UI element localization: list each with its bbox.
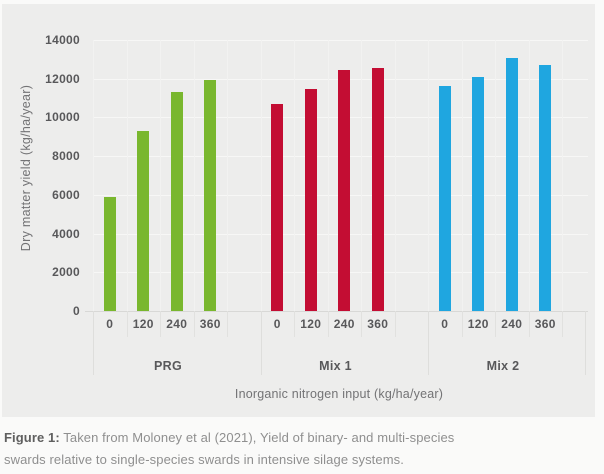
x-tick-label: 240: [333, 317, 355, 331]
y-tick-label: 8000: [52, 149, 80, 164]
v-gridline: [428, 40, 429, 311]
v-gridline: [93, 40, 94, 311]
v-gridline: [394, 40, 396, 311]
v-gridline: [227, 40, 228, 311]
y-tick-label: 14000: [45, 33, 80, 47]
bar-mix1-0: [271, 103, 284, 311]
group-label-mix2: Mix 2: [486, 359, 520, 373]
v-gridline: [461, 40, 463, 311]
bar-mix2-360: [539, 65, 552, 311]
v-gridline: [528, 40, 530, 311]
group-separator: [93, 311, 94, 375]
v-gridline: [260, 40, 262, 311]
y-tick-label: 6000: [52, 187, 80, 202]
v-gridline: [361, 40, 362, 311]
x-tick-label: 360: [534, 317, 556, 331]
y-tick-label: 2000: [52, 265, 80, 280]
x-tick-label: 120: [467, 317, 489, 331]
bar-mix2-0: [438, 86, 451, 311]
category-separator: [461, 311, 463, 337]
category-separator: [562, 311, 563, 337]
category-separator: [528, 311, 530, 337]
x-tick-label: 360: [199, 317, 221, 331]
v-gridline: [126, 40, 128, 311]
x-tick-label: 240: [501, 317, 523, 331]
group-label-mix1: Mix 1: [319, 359, 352, 373]
category-separator: [126, 311, 128, 337]
category-separator: [294, 311, 295, 337]
group-separator: [260, 311, 262, 375]
v-gridline: [294, 40, 295, 311]
group-label-prg: PRG: [154, 359, 182, 373]
y-tick-label: 10000: [45, 110, 80, 125]
bar-mix2-240: [505, 58, 518, 311]
group-separator: [585, 311, 586, 375]
x-axis-title: Inorganic nitrogen input (kg/ha/year): [234, 387, 444, 401]
bar-mix2-120: [472, 76, 485, 311]
x-tick-label: 120: [132, 317, 154, 331]
x-tick-label: 240: [166, 317, 188, 331]
x-tick-label: 0: [273, 317, 281, 331]
figure-caption-line1: Taken from Moloney et al (2021), Yield o…: [59, 430, 455, 445]
y-tick-label: 4000: [52, 226, 80, 241]
category-separator: [327, 311, 329, 337]
category-separator: [160, 311, 161, 337]
bar-prg-240: [170, 92, 183, 311]
bar-prg-120: [137, 130, 150, 311]
v-gridline: [193, 40, 195, 311]
x-tick-label: 0: [441, 317, 449, 331]
category-separator: [495, 311, 496, 337]
v-gridline: [495, 40, 496, 311]
bar-mix1-120: [304, 89, 317, 311]
figure-caption-line2: swards relative to single-species swards…: [4, 452, 404, 467]
category-separator: [227, 311, 228, 337]
bar-mix1-360: [371, 68, 384, 311]
y-tick-label: 12000: [45, 71, 80, 86]
x-tick-label: 0: [106, 317, 114, 331]
y-tick-label: 0: [73, 304, 80, 318]
x-tick-label: 120: [300, 317, 322, 331]
y-gridline: [93, 40, 588, 41]
category-separator: [361, 311, 362, 337]
bar-mix1-240: [338, 70, 351, 311]
figure-caption: Figure 1: Taken from Moloney et al (2021…: [4, 427, 594, 471]
v-gridline: [160, 40, 161, 311]
category-separator: [394, 311, 396, 337]
category-separator: [193, 311, 195, 337]
bar-prg-0: [103, 196, 116, 311]
v-gridline: [327, 40, 329, 311]
x-axis-line: [85, 311, 588, 312]
figure-caption-label: Figure 1:: [4, 430, 60, 445]
chart-panel: [2, 4, 595, 417]
x-tick-label: 360: [367, 317, 389, 331]
bar-prg-360: [204, 79, 217, 311]
v-gridline: [562, 40, 563, 311]
group-separator: [428, 311, 429, 375]
